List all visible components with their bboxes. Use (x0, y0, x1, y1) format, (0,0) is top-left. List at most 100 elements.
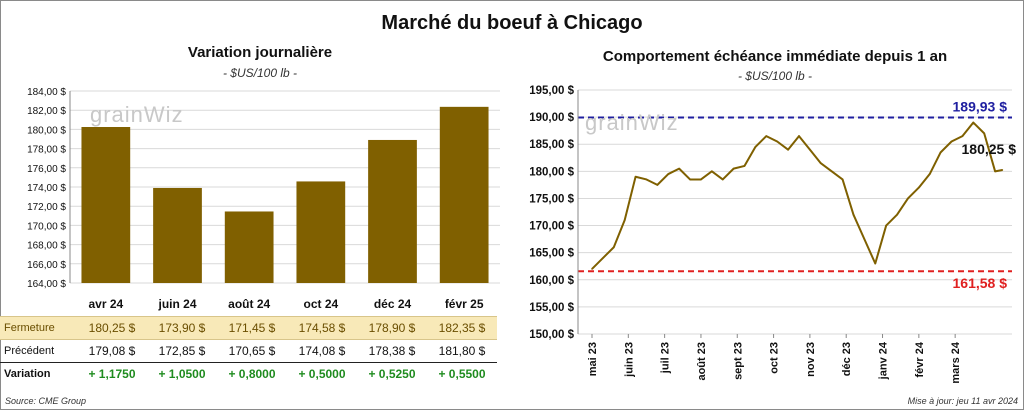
table-cell: + 1,0500 (158, 367, 206, 381)
table-cell: + 0,8000 (228, 367, 276, 381)
x-tick-label: déc 24 (374, 297, 412, 311)
table-cell: 171,45 $ (217, 316, 287, 340)
y-tick-label: 160,00 $ (529, 275, 574, 287)
table-cell: 174,58 $ (287, 316, 357, 340)
y-tick-label: 175,00 $ (529, 193, 574, 205)
table-cell: 172,85 $ (147, 339, 217, 363)
table-row-variation: Variation + 1,1750 + 1,0500 + 0,8000 + 0… (0, 363, 497, 386)
x-tick-label: oct 23 (769, 342, 781, 374)
data-point (852, 213, 855, 216)
table-cell: 173,90 $ (147, 316, 217, 340)
left-chart-unit: - $US/100 lb - (222, 66, 298, 80)
table-cell: 181,80 $ (427, 339, 497, 363)
x-tick-label: août 24 (228, 297, 270, 311)
data-point (819, 162, 822, 164)
y-tick-label: 165,00 $ (529, 248, 574, 260)
data-point (896, 213, 898, 216)
x-tick-label: sept 23 (732, 342, 744, 380)
bar (296, 181, 346, 283)
x-tick-label: nov 23 (805, 342, 817, 377)
table-cell: 179,08 $ (77, 339, 147, 363)
data-point (885, 224, 887, 227)
data-point (928, 173, 931, 175)
x-tick-label: mars 24 (950, 341, 962, 383)
data-point (809, 148, 811, 151)
y-tick-label: 172,00 $ (27, 202, 66, 213)
table-cell: + 0,5250 (368, 367, 416, 381)
table-cell: + 0,5500 (438, 367, 486, 381)
right-chart-unit: - $US/100 lb - (737, 69, 813, 83)
line-chart-series: 180,25 $ (591, 121, 1016, 270)
table-cell: 174,08 $ (287, 339, 357, 363)
y-tick-label: 195,00 $ (529, 85, 574, 97)
row-label: Variation (4, 368, 51, 380)
y-tick-label: 190,00 $ (529, 112, 574, 124)
x-tick-label: août 23 (696, 342, 708, 381)
table-cell: 178,38 $ (357, 339, 427, 363)
bar (153, 187, 202, 283)
data-point (700, 178, 702, 181)
data-point (612, 246, 615, 249)
data-point (645, 178, 648, 181)
table-cell: + 0,5000 (298, 367, 346, 381)
table-cell: 180,25 $ (77, 316, 147, 340)
high-reference-label: 189,93 $ (953, 98, 1008, 114)
data-point (732, 167, 735, 170)
x-tick-label: févr 25 (445, 297, 484, 311)
data-point (602, 257, 604, 259)
bar-chart-x-axis: avr 24 juin 24 août 24 oct 24 déc 24 févr 25 (88, 297, 483, 311)
source-note: Source: CME Group (5, 396, 87, 406)
data-point (1001, 169, 1004, 171)
data-point (787, 148, 789, 151)
data-point (754, 146, 757, 148)
data-point (830, 170, 833, 173)
data-point (918, 186, 920, 189)
x-tick-label: déc 23 (841, 342, 853, 376)
table-cell: + 1,1750 (88, 367, 136, 381)
data-point (841, 178, 844, 181)
data-point (765, 135, 768, 137)
bar (81, 127, 131, 283)
data-point (721, 178, 724, 181)
data-point (689, 178, 691, 181)
data-point (634, 175, 637, 178)
data-point (939, 151, 942, 154)
x-tick-label: juin 24 (157, 297, 196, 311)
x-tick-label: avr 24 (88, 297, 123, 311)
bar-chart-bars (81, 106, 489, 283)
y-tick-label: 176,00 $ (27, 164, 66, 175)
main-title: Marché du boeuf à Chicago (381, 12, 643, 34)
x-tick-label: mai 23 (587, 342, 599, 376)
data-point (950, 140, 953, 143)
watermark-right: grainWiz (585, 110, 679, 135)
y-tick-label: 182,00 $ (27, 106, 66, 117)
y-tick-label: 164,00 $ (27, 279, 66, 290)
y-tick-label: 185,00 $ (529, 139, 574, 151)
y-tick-label: 178,00 $ (27, 145, 66, 156)
right-chart-title: Comportement échéance immédiate depuis 1… (602, 48, 948, 65)
data-point (874, 262, 877, 265)
data-point (907, 197, 909, 200)
y-tick-label: 170,00 $ (529, 221, 574, 233)
watermark-left: grainWiz (90, 102, 184, 127)
y-tick-label: 166,00 $ (27, 260, 66, 271)
bar (224, 211, 274, 283)
table-row-precedent: Précédent 179,08 $ 172,85 $ 170,65 $ 174… (0, 339, 497, 363)
data-point (994, 170, 996, 173)
data-point (623, 219, 626, 221)
y-tick-label: 155,00 $ (529, 302, 574, 314)
line-chart: 150,00 $ 155,00 $ 160,00 $ 165,00 $ 170,00 $… (529, 85, 1016, 384)
data-point (863, 238, 866, 240)
bar (368, 139, 417, 283)
y-tick-label: 180,00 $ (27, 125, 66, 136)
bar (439, 106, 489, 283)
data-point (711, 170, 713, 173)
line-chart-reference-lines: 189,93 $ 161,58 $ (578, 98, 1012, 291)
left-chart-title: Variation journalière (187, 44, 333, 61)
data-point (983, 132, 986, 135)
data-point (667, 173, 670, 175)
y-tick-label: 168,00 $ (27, 241, 66, 252)
table-row-fermeture: Fermeture 180,25 $ 173,90 $ 171,45 $ 174… (0, 316, 497, 340)
data-point (798, 135, 800, 137)
x-tick-label: juil 23 (660, 342, 672, 374)
